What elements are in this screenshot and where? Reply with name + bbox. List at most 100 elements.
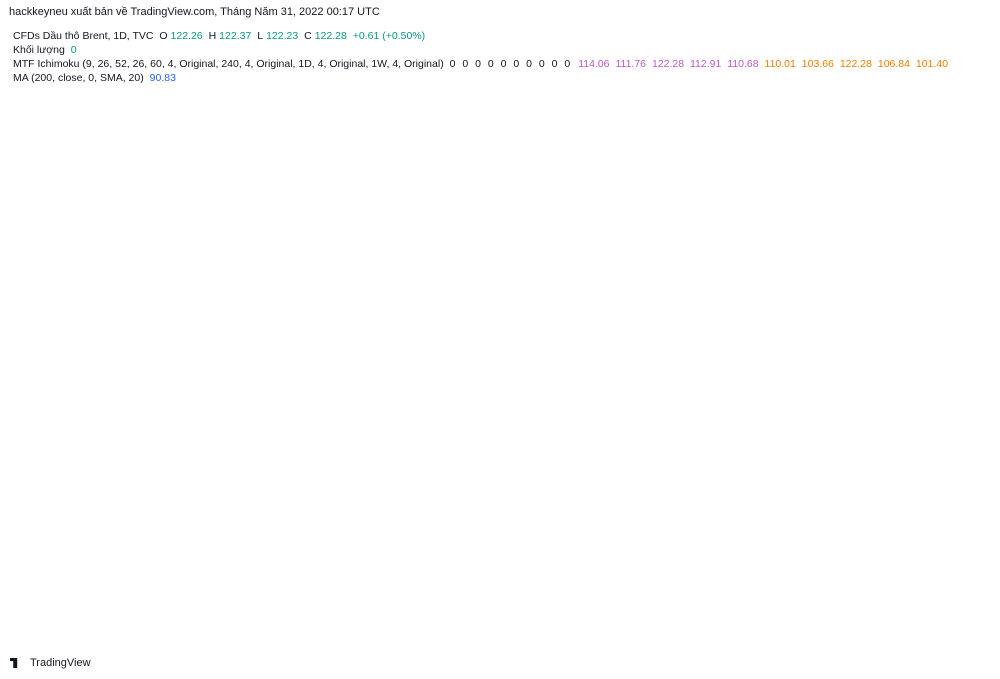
time-tick-label: Tháng Hai: [205, 632, 253, 644]
candle-up: [328, 349, 332, 368]
volume-legend[interactable]: Khối lượng 0: [13, 44, 80, 56]
candle-down: [291, 404, 295, 418]
candle-up: [477, 342, 481, 366]
low-label: L: [257, 30, 264, 42]
candle-up: [30, 536, 34, 547]
price-tick-label: 80.00: [953, 494, 979, 506]
change-value: +0.61 (+0.50%): [352, 30, 426, 42]
ichimoku-w-value: 122.28: [839, 58, 872, 70]
candle-up: [614, 300, 618, 308]
candle-down: [320, 378, 324, 384]
candle-up: [294, 410, 298, 418]
candle-up: [194, 440, 198, 451]
candle-up: [599, 297, 603, 305]
candle-up: [655, 278, 659, 283]
price-tick-label: 72.00: [953, 549, 979, 561]
candle-down: [373, 175, 377, 209]
candle-up: [134, 499, 138, 504]
candle-up: [298, 407, 302, 411]
candle-up: [108, 517, 112, 519]
price-tick-label: 100.00: [953, 357, 985, 369]
candle-down: [224, 433, 228, 437]
daily-tenkan: [9, 244, 651, 543]
line-annotations: Ck W Ck D Tk D Kj D Kumo D Tk W Kj W: [303, 198, 747, 337]
candle-up: [536, 325, 540, 327]
candle-down: [521, 303, 525, 308]
candle-up: [157, 480, 161, 495]
candle-up: [484, 314, 488, 342]
candle-down: [551, 324, 555, 328]
price-tick-label: 92.00: [953, 412, 979, 424]
label-tk-d: Tk D: [662, 254, 685, 266]
current-price-badge: [946, 201, 992, 218]
candle-up: [354, 242, 358, 254]
daily-chikou: [9, 149, 526, 526]
candle-up: [562, 315, 566, 323]
price-tick-label: 68.00: [953, 577, 979, 589]
candle-up: [38, 534, 42, 539]
candle-up: [12, 573, 16, 575]
candle-down: [469, 315, 473, 355]
price-tick-label: 84.00: [953, 467, 979, 479]
label-ck-w: Ck W: [303, 198, 329, 210]
candle-up: [79, 529, 83, 540]
candle-up: [317, 378, 321, 386]
price-tick-label: 96.00: [953, 385, 979, 397]
candle-up: [425, 249, 429, 266]
candle-down: [34, 536, 38, 539]
ichimoku-zeros: 0 0 0 0 0 0 0 0 0 0: [449, 58, 573, 70]
label-ck-d: Ck D: [564, 202, 588, 214]
candle-up: [611, 307, 615, 315]
open-value: 122.26: [170, 30, 203, 42]
candle-up: [187, 441, 191, 452]
candle-up: [637, 295, 641, 309]
candle-down: [146, 484, 150, 495]
candle-up: [581, 301, 585, 308]
candle-up: [652, 282, 656, 299]
candle-down: [391, 232, 395, 329]
candle-down: [90, 523, 94, 526]
candlesticks: [8, 152, 685, 581]
daily-kijun: [10, 261, 651, 541]
low-value: 122.23: [266, 30, 299, 42]
time-tick-label: Tháng 4: [427, 632, 466, 644]
label-kj-w: Kj W: [661, 325, 683, 337]
ma-label: MA (200, close, 0, SMA, 20): [13, 72, 144, 84]
candle-up: [86, 523, 90, 540]
candle-down: [164, 467, 168, 478]
daily-kumo: [120, 240, 778, 528]
price-tick-label: 136.00: [953, 111, 985, 123]
price-tick-label: 140.00: [953, 83, 985, 95]
candle-up: [499, 314, 503, 316]
candle-down: [443, 262, 447, 292]
ichimoku-legend[interactable]: MTF Ichimoku (9, 26, 52, 26, 60, 4, Orig…: [13, 58, 951, 70]
candle-down: [607, 307, 611, 315]
ma-legend[interactable]: MA (200, close, 0, SMA, 20) 90.83: [13, 72, 179, 84]
ichimoku-label: MTF Ichimoku (9, 26, 52, 26, 60, 4, Orig…: [13, 58, 444, 70]
price-tick-label: 64.00: [953, 604, 979, 616]
candle-down: [588, 293, 592, 305]
price-tick-label: 104.00: [953, 330, 985, 342]
candle-up: [213, 429, 217, 445]
ichimoku-d-value: 111.76: [615, 58, 647, 70]
candle-up: [64, 533, 68, 541]
tradingview-brand[interactable]: TradingView: [10, 657, 91, 669]
candle-up: [239, 423, 243, 434]
candle-up: [659, 268, 663, 279]
candle-down: [529, 310, 533, 315]
candle-up: [60, 540, 64, 548]
ma-200-line: [9, 424, 684, 552]
candle-down: [190, 441, 194, 451]
candle-down: [209, 435, 213, 445]
candle-down: [68, 533, 72, 540]
ichimoku-d-value: 114.06: [578, 58, 610, 70]
candle-up: [220, 433, 224, 435]
high-value: 122.37: [219, 30, 252, 42]
candle-down: [56, 547, 60, 549]
price-tick-label: 88.00: [953, 440, 979, 452]
candle-up: [183, 451, 187, 463]
time-tick-label: Tháng 3: [312, 632, 351, 644]
symbol-legend: CFDs Dầu thô Brent, 1D, TVC O 122.26 H 122…: [13, 30, 428, 42]
symbol-name[interactable]: CFDs Dầu thô Brent, 1D, TVC: [13, 30, 154, 42]
